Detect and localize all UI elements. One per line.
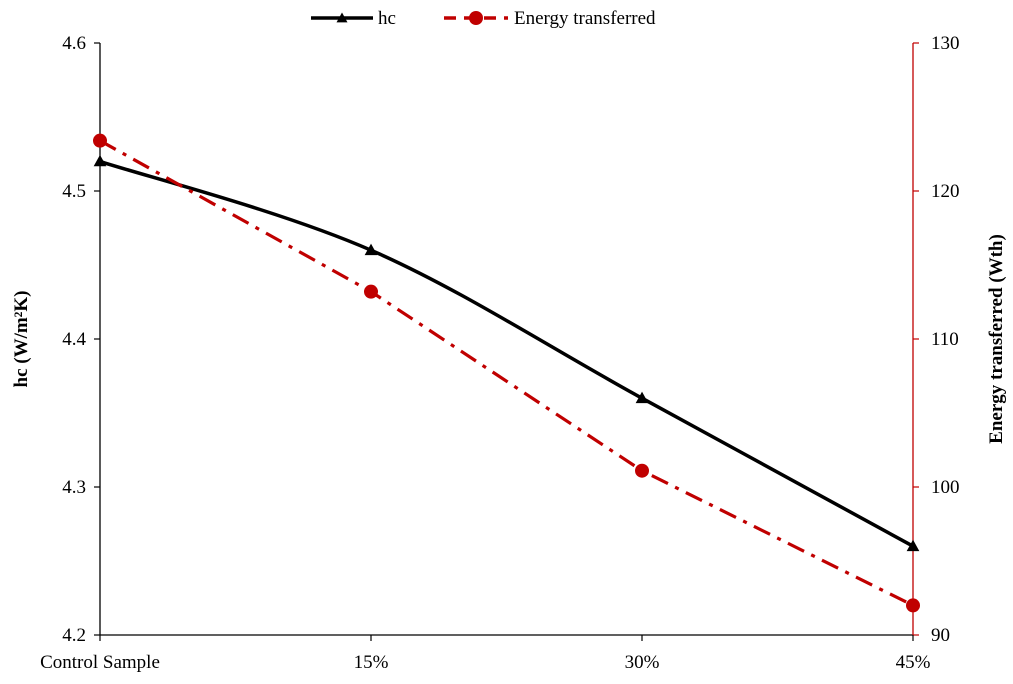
- series-layer: [93, 133, 920, 613]
- series-line: [99, 159, 914, 548]
- left-tick-label: 4.5: [62, 181, 86, 202]
- series-hc: [93, 154, 920, 552]
- left-tick-label: 4.2: [62, 625, 86, 646]
- series-line: [99, 139, 914, 607]
- right-tick-label: 90: [931, 625, 950, 646]
- series-energy-transferred: [93, 133, 920, 613]
- right-tick-label: 110: [931, 329, 959, 350]
- right-axis-title: Energy transferred (Wth): [986, 234, 1007, 444]
- legend-marker-hc: [336, 12, 348, 23]
- data-point-circle: [906, 598, 920, 613]
- data-point-triangle: [635, 391, 649, 404]
- x-tick-label: 15%: [354, 652, 389, 673]
- legend-label-hc: hc: [378, 8, 396, 29]
- data-point-triangle: [93, 154, 107, 167]
- legend: hc Energy transferred: [311, 8, 656, 29]
- x-tick-label: 30%: [625, 652, 660, 673]
- data-point-triangle: [364, 243, 378, 256]
- x-tick-label: 45%: [896, 652, 931, 673]
- data-point-triangle: [906, 539, 920, 552]
- left-tick-label: 4.4: [62, 329, 86, 350]
- legend-marker-energy: [469, 11, 483, 25]
- data-point-circle: [635, 463, 649, 478]
- x-tick-label: Control Sample: [40, 652, 160, 673]
- axes: 4.2 4.3 4.4 4.5 4.6 90 100 110 120 130 Control Sam…: [11, 33, 1007, 673]
- data-point-circle: [93, 133, 107, 148]
- right-tick-label: 120: [931, 181, 960, 202]
- data-point-circle: [364, 284, 378, 299]
- legend-label-energy: Energy transferred: [514, 8, 656, 29]
- right-tick-label: 130: [931, 33, 960, 54]
- right-tick-label: 100: [931, 477, 960, 498]
- left-axis-title: hc (W/m²K): [11, 291, 32, 388]
- left-tick-label: 4.3: [62, 477, 86, 498]
- left-tick-label: 4.6: [62, 33, 86, 54]
